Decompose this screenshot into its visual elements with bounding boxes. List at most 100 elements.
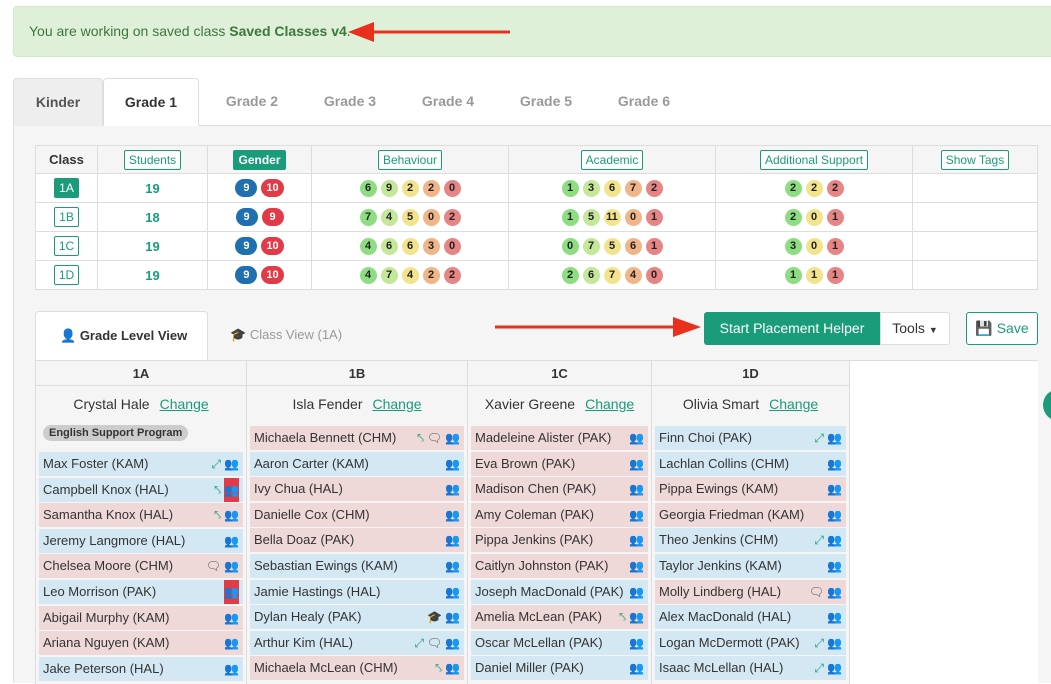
tab-grade-6[interactable]: Grade 6 — [617, 93, 671, 109]
student-card[interactable]: Alex MacDonald (HAL) 👥 — [655, 605, 846, 630]
student-card[interactable]: Theo Jenkins (CHM) 👥 ⤢ — [655, 528, 846, 553]
tab-class-view[interactable]: 🎓 Class View (1A) — [210, 311, 362, 360]
student-card[interactable]: Pippa Ewings (KAM) 👥 — [655, 477, 846, 502]
tools-dropdown-button[interactable]: Tools ▼ — [880, 312, 950, 345]
saved-class-name: Saved Classes v4 — [229, 23, 347, 39]
student-card[interactable]: Isaac McLellan (HAL) 👥 ⤢ — [655, 656, 846, 681]
grade-level-board: 1A Crystal Hale Change English Support Prog… — [35, 360, 1038, 684]
save-button[interactable]: 💾 Save — [966, 312, 1038, 345]
behaviour-sort-button[interactable]: Behaviour — [377, 149, 443, 170]
academic-count: 7 — [624, 179, 642, 197]
group-icon: 👥 — [445, 507, 460, 522]
class-select-button[interactable]: 1D — [54, 265, 79, 285]
teacher-name: Isla Fender — [292, 396, 363, 412]
support-sort-button[interactable]: Additional Support — [759, 149, 869, 170]
student-card[interactable]: Aaron Carter (KAM) 👥 — [250, 451, 464, 476]
student-card[interactable]: Jamie Hastings (HAL) 👥 — [250, 579, 464, 604]
behaviour-count: 7 — [380, 266, 398, 284]
student-name: Sebastian Ewings (KAM) — [254, 557, 398, 573]
side-handle[interactable] — [1043, 389, 1051, 421]
student-card[interactable]: Leo Morrison (PAK) 👥 — [39, 579, 243, 604]
student-card[interactable]: Amelia McLean (PAK) 👥 ⤣ — [471, 605, 648, 630]
student-name: Eva Brown (PAK) — [475, 455, 576, 471]
tab-grade-level-view[interactable]: 👤 Grade Level View — [35, 311, 209, 360]
student-card[interactable]: Joseph MacDonald (PAK) 👥 — [471, 579, 648, 604]
student-card[interactable]: Jake Peterson (HAL) 👥 — [39, 656, 243, 681]
student-card[interactable]: Madison Chen (PAK) 👥 — [471, 477, 648, 502]
student-card[interactable]: Danielle Cox (CHM) 👥 — [250, 502, 464, 527]
support-count: 2 — [784, 179, 802, 197]
group-icon: 👥 — [827, 610, 842, 625]
student-card[interactable]: Campbell Knox (HAL) 👥 ⤣ — [39, 477, 243, 502]
student-card[interactable]: Taylor Jenkins (KAM) 👥 — [655, 553, 846, 578]
class-select-button[interactable]: 1B — [54, 207, 79, 227]
student-name: Daniel Miller (PAK) — [475, 660, 584, 676]
start-placement-helper-button[interactable]: Start Placement Helper — [704, 312, 880, 345]
student-card[interactable]: Michaela McLean (CHM) 👥 ⤣ — [250, 656, 464, 681]
class-select-button[interactable]: 1A — [54, 178, 79, 198]
student-card[interactable]: Abigail Murphy (KAM) 👥 — [39, 605, 243, 630]
student-card[interactable]: Arthur Kim (HAL) 👥 🗨 ⤢ — [250, 630, 464, 655]
students-sort-button[interactable]: Students — [123, 149, 182, 170]
student-card[interactable]: Oscar McLellan (PAK) 👥 — [471, 630, 648, 655]
student-list: Madeleine Alister (PAK) 👥 Eva Brown (PAK) 👥… — [471, 426, 648, 682]
student-card[interactable]: Finn Choi (PAK) 👥 ⤢ — [655, 426, 846, 450]
chat-icon: 🗨 — [808, 584, 824, 599]
student-card[interactable]: Dylan Healy (PAK) 👥 🎓 — [250, 605, 464, 630]
change-teacher-link[interactable]: Change — [769, 396, 819, 412]
academic-sort-button[interactable]: Academic — [580, 149, 644, 170]
group-icon: 👥 — [827, 482, 842, 497]
student-card[interactable]: Logan McDermott (PAK) 👥 ⤢ — [655, 630, 846, 655]
group-icon: 👥 — [629, 584, 644, 599]
show-tags-button[interactable]: Show Tags — [940, 149, 1010, 170]
student-card[interactable]: Chelsea Moore (CHM) 👥 🗨 — [39, 554, 243, 579]
tags-cell — [912, 202, 1038, 232]
student-name: Isaac McLellan (HAL) — [659, 660, 784, 676]
student-card[interactable]: Georgia Friedman (KAM) 👥 — [655, 502, 846, 527]
tab-grade-3[interactable]: Grade 3 — [323, 93, 377, 109]
tab-grade-1[interactable]: Grade 1 — [103, 78, 199, 126]
student-card[interactable]: Caitlyn Johnston (PAK) 👥 — [471, 553, 648, 578]
student-card[interactable]: Jeremy Langmore (HAL) 👥 — [39, 528, 243, 553]
group-icon: 👥 — [224, 610, 239, 625]
student-card[interactable]: Samantha Knox (HAL) 👥 ⤣ — [39, 503, 243, 528]
student-card[interactable]: Molly Lindberg (HAL) 👥 🗨 — [655, 579, 846, 604]
saved-class-alert: You are working on saved class Saved Cla… — [13, 6, 1051, 57]
student-card[interactable]: Pippa Jenkins (PAK) 👥 — [471, 528, 648, 553]
student-card[interactable]: Michaela Bennett (CHM) 👥 🗨 ⤣ — [250, 426, 464, 450]
tab-grade-2[interactable]: Grade 2 — [225, 93, 279, 109]
tab-kinder[interactable]: Kinder — [13, 78, 103, 126]
student-card[interactable]: Sebastian Ewings (KAM) 👥 — [250, 553, 464, 578]
student-card[interactable]: Madeleine Alister (PAK) 👥 — [471, 426, 648, 450]
student-card[interactable]: Ariana Nguyen (KAM) 👥 — [39, 631, 243, 656]
group-icon: 👥 — [224, 559, 239, 574]
student-name: Georgia Friedman (KAM) — [659, 506, 805, 522]
change-teacher-link[interactable]: Change — [585, 396, 635, 412]
tags-cell — [912, 260, 1038, 290]
student-card[interactable]: Lachlan Collins (CHM) 👥 — [655, 451, 846, 476]
expand-icon: ⤢ — [211, 457, 221, 471]
student-card[interactable]: Max Foster (KAM) 👥 ⤢ — [39, 452, 243, 476]
student-card[interactable]: Amy Coleman (PAK) 👥 — [471, 502, 648, 527]
student-card[interactable]: Daniel Miller (PAK) 👥 — [471, 656, 648, 681]
group-icon: 👥 — [445, 558, 460, 573]
class-select-button[interactable]: 1C — [54, 236, 79, 256]
student-card[interactable]: Bella Doaz (PAK) 👥 — [250, 528, 464, 553]
tab-grade-5[interactable]: Grade 5 — [519, 93, 573, 109]
gender-sort-button[interactable]: Gender — [233, 149, 286, 170]
academic-count: 7 — [582, 237, 600, 255]
academic-count: 6 — [582, 266, 600, 284]
expand-icon: ⤢ — [814, 431, 824, 445]
male-count: 9 — [235, 179, 258, 197]
change-teacher-link[interactable]: Change — [159, 396, 209, 412]
change-teacher-link[interactable]: Change — [372, 396, 422, 412]
student-card[interactable]: Ivy Chua (HAL) 👥 — [250, 477, 464, 502]
support-count: 1 — [784, 266, 802, 284]
class-column-1a: 1A Crystal Hale Change English Support Prog… — [35, 361, 247, 684]
academic-count: 2 — [645, 179, 663, 197]
tab-grade-4[interactable]: Grade 4 — [421, 93, 475, 109]
student-card[interactable]: Eva Brown (PAK) 👥 — [471, 451, 648, 476]
grade-tabs: Kinder Grade 1 Grade 2 Grade 3 Grade 4 G… — [13, 78, 1051, 126]
student-name: Michaela McLean (CHM) — [254, 660, 398, 676]
class-column-1d: 1D Olivia Smart Change Finn Choi (PAK) 👥 ⤢ Lac… — [651, 361, 850, 684]
